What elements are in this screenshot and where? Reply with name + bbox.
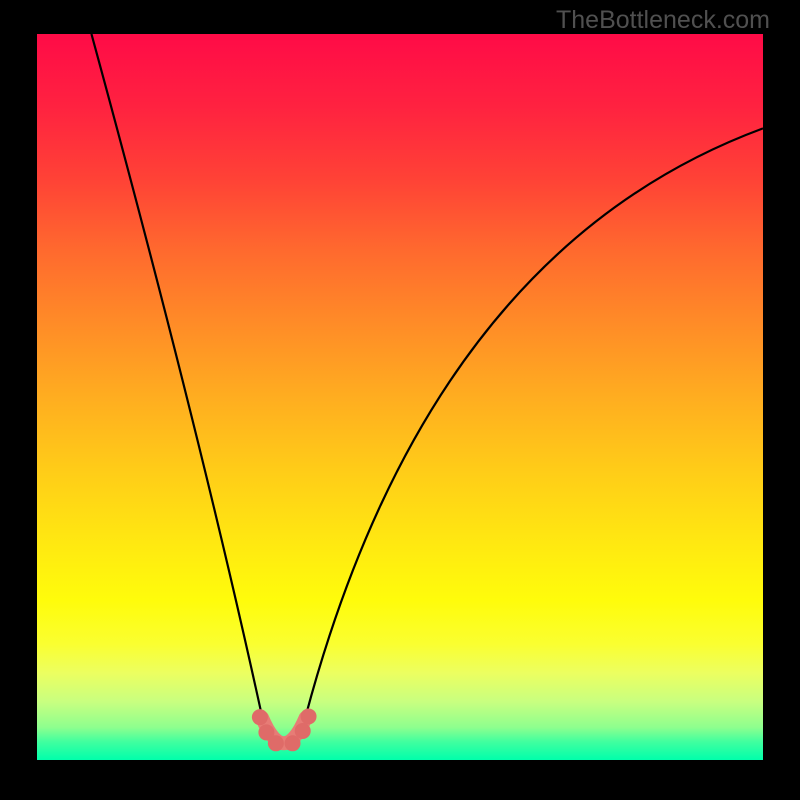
chart-container: TheBottleneck.com	[0, 0, 800, 800]
watermark-text: TheBottleneck.com	[556, 6, 770, 35]
curve-overlay	[37, 34, 763, 760]
plot-area	[37, 34, 763, 760]
